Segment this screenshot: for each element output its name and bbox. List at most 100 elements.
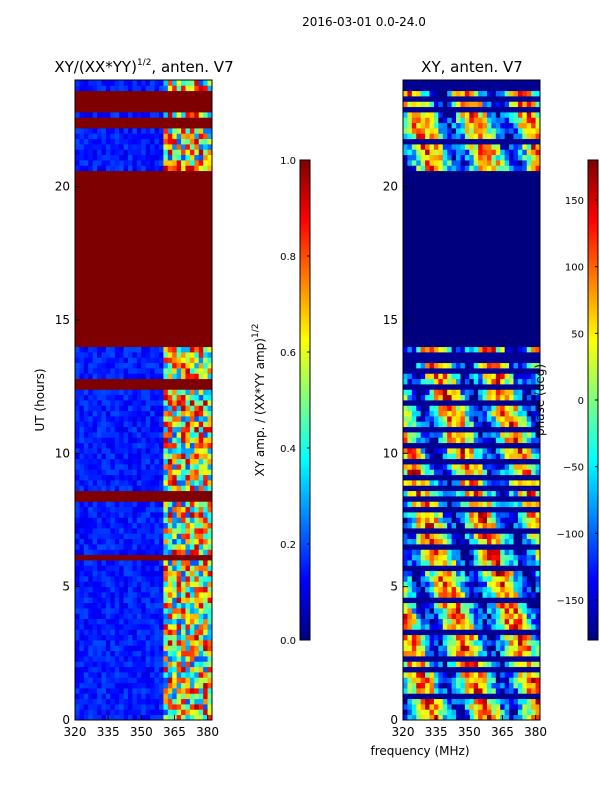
heatmap-cell [207, 160, 213, 166]
heatmap-cell [403, 533, 408, 540]
heatmap-cell [198, 293, 204, 300]
heatmap-cell [158, 266, 164, 273]
heatmap-cell [411, 528, 417, 534]
heatmap-cell [105, 442, 111, 449]
heatmap-cell [97, 549, 102, 556]
heatmap-cell [504, 645, 510, 652]
heatmap-cell [163, 474, 169, 481]
heatmap-cell [411, 693, 417, 700]
heatmap-cell [429, 645, 435, 652]
heatmap-cell [194, 693, 200, 700]
heatmap-cell [531, 613, 536, 620]
heatmap-cell [114, 218, 120, 225]
heatmap-cell [136, 346, 142, 353]
heatmap-cell [176, 336, 182, 342]
heatmap-cell [101, 501, 107, 508]
heatmap-cell [185, 490, 191, 497]
heatmap-cell [535, 554, 541, 561]
heatmap-cell [163, 373, 169, 380]
heatmap-cell [150, 250, 155, 257]
heatmap-cell [469, 650, 475, 657]
heatmap-cell [136, 112, 142, 118]
heatmap-cell [83, 666, 89, 673]
heatmap-cell [114, 357, 120, 364]
heatmap-cell [150, 416, 155, 422]
heatmap-cell [460, 656, 466, 662]
heatmap-cell [92, 682, 98, 689]
heatmap-cell [442, 656, 448, 662]
heatmap-cell [478, 528, 483, 534]
heatmap-cell [136, 426, 142, 433]
heatmap-cell [407, 677, 413, 684]
heatmap-cell [128, 469, 133, 476]
heatmap-cell [464, 549, 470, 556]
heatmap-cell [207, 80, 213, 86]
heatmap-cell [92, 698, 98, 705]
heatmap-cell [141, 437, 147, 444]
heatmap-cell [83, 213, 89, 220]
heatmap-cell [79, 181, 85, 188]
heatmap-cell [154, 229, 160, 236]
heatmap-cell [97, 592, 102, 598]
heatmap-cell [163, 613, 169, 620]
heatmap-cell [145, 496, 151, 502]
heatmap-cell [172, 581, 178, 588]
heatmap-cell [207, 149, 213, 156]
heatmap-cell [464, 661, 470, 668]
heatmap-cell [75, 608, 80, 614]
heatmap-cell [167, 202, 173, 209]
heatmap-cell [495, 586, 501, 593]
heatmap-cell [203, 362, 208, 369]
heatmap-cell [110, 224, 116, 230]
heatmap-cell [119, 485, 125, 492]
heatmap-cell [114, 426, 120, 433]
heatmap-cell [101, 576, 107, 582]
heatmap-cell [181, 394, 186, 401]
heatmap-cell [429, 506, 435, 513]
heatmap-cell [172, 261, 178, 268]
heatmap-cell [482, 560, 488, 566]
heatmap-cell [145, 522, 151, 529]
heatmap-cell [123, 565, 129, 572]
heatmap-cell [207, 501, 213, 508]
heatmap-cell [123, 176, 129, 182]
heatmap-cell [132, 330, 138, 337]
heatmap-cell [486, 613, 492, 620]
heatmap-cell [92, 677, 98, 684]
heatmap-cell [181, 714, 186, 721]
heatmap-cell [403, 554, 408, 561]
heatmap-cell [513, 565, 519, 572]
heatmap-cell [136, 645, 142, 652]
heatmap-cell [158, 165, 164, 172]
heatmap-cell [181, 85, 186, 92]
heatmap-cell [136, 373, 142, 380]
heatmap-cell [522, 688, 528, 694]
heatmap-cell [198, 698, 204, 705]
heatmap-cell [464, 586, 470, 593]
heatmap-cell [110, 640, 116, 646]
heatmap-cell [105, 357, 111, 364]
heatmap-cell [114, 512, 120, 518]
heatmap-cell [433, 544, 439, 550]
heatmap-cell [167, 416, 173, 422]
heatmap-cell [123, 384, 129, 390]
heatmap-cell [128, 496, 133, 502]
heatmap-cell [114, 656, 120, 662]
heatmap-cell [176, 314, 182, 321]
heatmap-cell [123, 341, 129, 348]
heatmap-cell [79, 346, 85, 353]
heatmap-cell [460, 554, 466, 561]
heatmap-cell [101, 666, 107, 673]
heatmap-cell [185, 549, 191, 556]
heatmap-cell [128, 96, 133, 102]
heatmap-cell [420, 549, 426, 556]
heatmap-cell [531, 512, 536, 518]
heatmap-cell [101, 277, 107, 284]
heatmap-cell [500, 661, 506, 668]
heatmap-cell [438, 512, 444, 518]
x-tick-label: 335 [97, 725, 120, 739]
heatmap-cell [145, 122, 151, 129]
heatmap-cell [114, 293, 120, 300]
heatmap-cell [105, 133, 111, 140]
heatmap-cell [451, 581, 457, 588]
